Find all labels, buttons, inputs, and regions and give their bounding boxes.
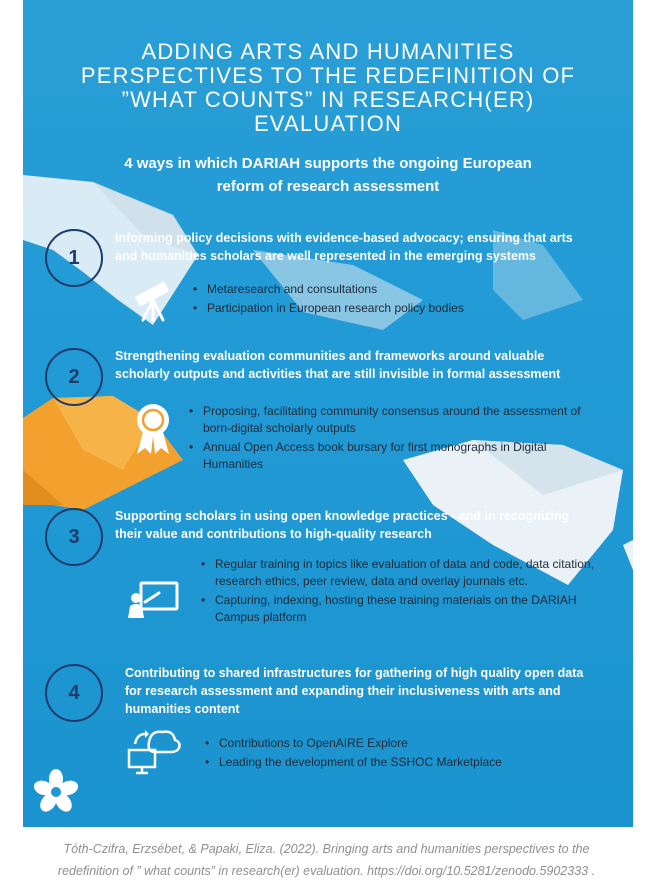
caption-line-1: Tóth-Czifra, Erzsébet, & Papaki, Eliza. … — [63, 842, 590, 856]
bullet-item: Leading the development of the SSHOC Mar… — [201, 754, 601, 771]
way-heading: Informing policy decisions with evidence… — [115, 231, 573, 263]
bullet-item: Capturing, indexing, hosting these train… — [197, 592, 597, 626]
way-bullets: Proposing, facilitating community consen… — [185, 403, 595, 475]
presentation-board-icon — [128, 581, 179, 618]
number-circle: 2 — [45, 348, 103, 406]
number-circle: 4 — [45, 664, 103, 722]
award-ribbon-icon — [137, 404, 169, 454]
citation-caption: Tóth-Czifra, Erzsébet, & Papaki, Eliza. … — [0, 838, 653, 882]
way-bullets: Regular training in topics like evaluati… — [197, 556, 597, 628]
poster-title: ADDING ARTS AND HUMANITIES PERSPECTIVES … — [80, 39, 576, 136]
way-heading: Strengthening evaluation communities and… — [115, 349, 561, 381]
cloud-sync-monitor-icon — [127, 730, 181, 775]
infographic-poster: ADDING ARTS AND HUMANITIES PERSPECTIVES … — [23, 0, 633, 827]
telescope-icon — [134, 281, 170, 322]
bullet-item: Metaresearch and consultations — [189, 281, 609, 298]
way-bullets: Metaresearch and consultations Participa… — [189, 281, 609, 319]
bullet-item: Participation in European research polic… — [189, 300, 609, 317]
poster-subtitle: 4 ways in which DARIAH supports the ongo… — [124, 155, 532, 195]
dariah-flower-logo — [33, 769, 79, 812]
bullet-item: Contributions to OpenAIRE Explore — [201, 735, 601, 752]
bullet-item: Proposing, facilitating community consen… — [185, 403, 595, 437]
bullet-item: Regular training in topics like evaluati… — [197, 556, 597, 590]
caption-line-2: redefinition of ” what counts” in resear… — [57, 864, 596, 878]
number-circle: 3 — [45, 508, 103, 566]
bullet-item: Annual Open Access book bursary for firs… — [185, 439, 595, 473]
way-heading: Supporting scholars in using open knowle… — [115, 509, 570, 541]
number-circle: 1 — [45, 229, 103, 287]
way-heading: Contributing to shared infrastructures f… — [125, 666, 584, 716]
way-bullets: Contributions to OpenAIRE Explore Leadin… — [201, 735, 601, 773]
